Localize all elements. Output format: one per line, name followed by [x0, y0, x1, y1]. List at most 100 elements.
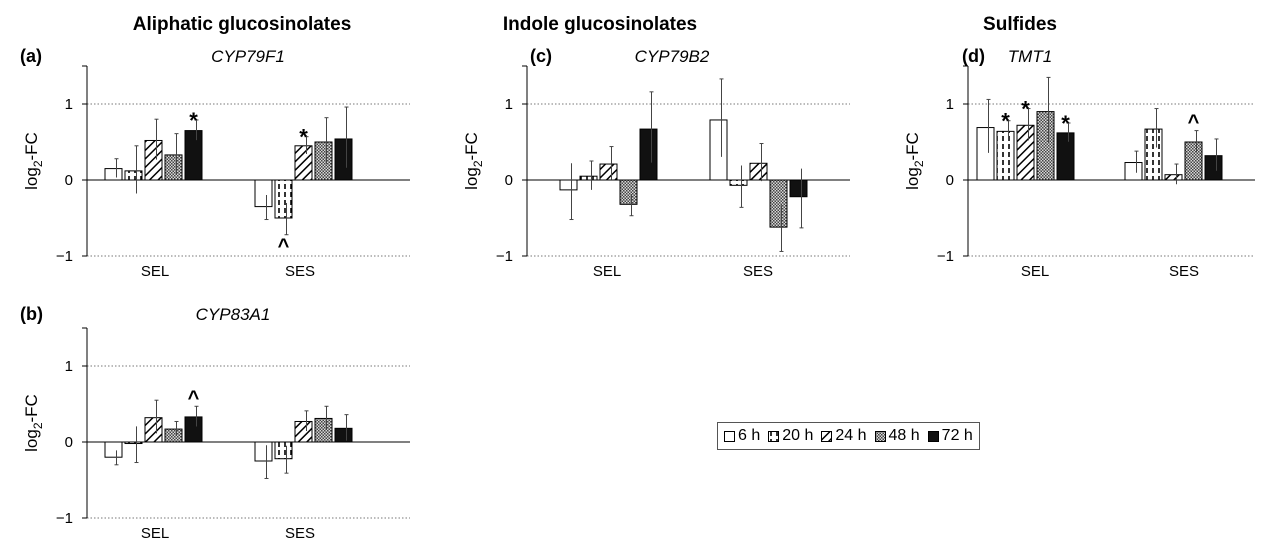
- legend-label-20h: 20 h: [782, 427, 814, 444]
- bar-a-sel-6h: [104, 168, 123, 181]
- legend-swatch-24h: [821, 430, 833, 442]
- legend-item-24h: 24 h: [821, 427, 867, 445]
- bar-a-sel-48h: [164, 154, 183, 181]
- bar-b-ses-72h: [334, 427, 353, 443]
- y-axis-label-d: log2-FC: [903, 132, 926, 190]
- bar-c-ses-48h: [769, 179, 788, 228]
- y-tick-label-c-0: 1: [505, 96, 513, 113]
- chart-panel-b: (b) CYP83A1 1 0 −1 log2-FC SEL SES ^: [20, 304, 410, 541]
- significance-marker-d-sel-20h: *: [1001, 109, 1010, 134]
- y-tick-label-d-2: −1: [937, 248, 954, 265]
- legend-label-6h: 6 h: [738, 427, 761, 444]
- category-label-b-sel: SEL: [141, 525, 169, 541]
- gene-name-c: CYP79B2: [635, 47, 710, 66]
- legend-swatch-20h: [768, 430, 780, 442]
- category-label-c-ses: SES: [743, 263, 773, 280]
- panel-label-b: (b): [20, 304, 43, 324]
- category-label-d-ses: SES: [1169, 263, 1199, 280]
- panel-label-c: (c): [530, 46, 552, 66]
- bar-b-ses-20h: [274, 441, 293, 460]
- bar-b-ses-6h: [254, 441, 273, 462]
- bar-d-ses-48h: [1184, 141, 1203, 181]
- bar-a-sel-24h: [144, 139, 163, 181]
- gene-name-b: CYP83A1: [196, 305, 271, 324]
- bar-d-sel-48h: [1036, 111, 1055, 181]
- bar-b-ses-48h: [314, 417, 333, 443]
- bar-d-ses-72h: [1204, 155, 1223, 181]
- legend-swatch-72h: [927, 430, 939, 442]
- bar-b-sel-6h: [104, 441, 123, 458]
- bar-a-ses-72h: [334, 138, 353, 181]
- y-tick-label-b-2: −1: [56, 510, 73, 527]
- gene-name-a: CYP79F1: [211, 47, 285, 66]
- bar-d-sel-72h: [1056, 132, 1075, 181]
- group-title-indole: Indole glucosinolates: [502, 14, 698, 35]
- legend-swatch-6h: [724, 430, 735, 442]
- bar-b-sel-20h: [124, 441, 143, 445]
- legend-label-72h: 72 h: [941, 427, 973, 444]
- bar-b-sel-48h: [164, 428, 183, 443]
- bar-d-ses-20h: [1144, 128, 1163, 181]
- y-tick-label-c-1: 0: [505, 172, 513, 189]
- bar-c-ses-24h: [749, 162, 768, 181]
- legend-label-24h: 24 h: [835, 427, 867, 444]
- y-axis-label-b: log2-FC: [22, 394, 45, 452]
- group-title-sulfides: Sulfides: [983, 14, 1057, 35]
- bar-b-sel-72h: [184, 416, 203, 443]
- bar-c-sel-20h: [579, 175, 598, 181]
- y-tick-label-d-0: 1: [946, 96, 954, 113]
- y-tick-label-d-1: 0: [946, 172, 954, 189]
- significance-marker-a-sel-72h: *: [189, 108, 198, 133]
- legend-item-20h: 20 h: [768, 427, 813, 445]
- legend-label-48h: 48 h: [888, 427, 920, 444]
- bar-c-ses-20h: [729, 179, 748, 186]
- legend-item-48h: 48 h: [874, 427, 920, 445]
- group-title-aliphatic: Aliphatic glucosinolates: [132, 14, 352, 35]
- bar-c-sel-6h: [559, 179, 578, 191]
- bar-c-ses-6h: [709, 119, 728, 181]
- category-label-b-ses: SES: [285, 525, 315, 541]
- gene-name-d: TMT1: [1008, 47, 1052, 66]
- bar-d-ses-24h: [1164, 174, 1183, 181]
- bar-a-ses-20h: [274, 179, 293, 219]
- significance-marker-a-ses-24h: *: [299, 125, 308, 150]
- chart-panel-c: (c) CYP79B2 1 0 −1 log2-FC SEL SES: [462, 46, 850, 280]
- chart-panel-d: (d) TMT1 1 0 −1 log2-FC SEL SES * * ^ *: [903, 46, 1255, 280]
- bar-d-sel-24h: [1016, 124, 1035, 181]
- bar-a-ses-24h: [294, 145, 313, 181]
- bar-a-sel-20h: [124, 170, 143, 181]
- significance-marker-d-sel-24h: *: [1021, 97, 1030, 122]
- legend: 6 h 20 h 24 h 48 h 72 h: [717, 422, 980, 450]
- y-tick-label-b-1: 0: [65, 434, 73, 451]
- significance-marker-a-ses-20h: ^: [278, 236, 290, 258]
- y-tick-label-a-1: 0: [65, 172, 73, 189]
- bar-b-ses-24h: [294, 420, 313, 443]
- chart-panel-a: (a) CYP79F1 1 0 −1 log2-FC SEL SES ^ * *: [20, 46, 410, 280]
- bar-d-sel-6h: [976, 127, 995, 181]
- legend-item-72h: 72 h: [927, 427, 973, 445]
- category-label-c-sel: SEL: [593, 263, 621, 280]
- category-label-d-sel: SEL: [1021, 263, 1049, 280]
- significance-marker-d-sel-72h: *: [1061, 111, 1070, 136]
- y-tick-label-a-2: −1: [56, 248, 73, 265]
- bar-c-ses-72h: [789, 179, 808, 198]
- significance-marker-b-sel-72h: ^: [188, 387, 200, 409]
- legend-swatch-48h: [874, 430, 886, 442]
- bar-a-ses-6h: [254, 179, 273, 208]
- bar-c-sel-48h: [619, 179, 638, 205]
- panel-label-d: (d): [962, 46, 985, 66]
- bar-c-sel-72h: [639, 128, 658, 181]
- y-axis-label-c: log2-FC: [462, 132, 485, 190]
- bar-b-sel-24h: [144, 417, 163, 443]
- bar-a-sel-72h: [184, 130, 203, 181]
- bar-d-sel-20h: [996, 130, 1015, 181]
- y-axis-label-a: log2-FC: [22, 132, 45, 190]
- bar-a-ses-48h: [314, 141, 333, 181]
- y-tick-label-b-0: 1: [65, 358, 73, 375]
- category-label-a-ses: SES: [285, 263, 315, 280]
- y-tick-label-c-2: −1: [496, 248, 513, 265]
- significance-marker-d-ses-48h: ^: [1188, 112, 1200, 134]
- y-tick-label-a-0: 1: [65, 96, 73, 113]
- panel-label-a: (a): [20, 46, 42, 66]
